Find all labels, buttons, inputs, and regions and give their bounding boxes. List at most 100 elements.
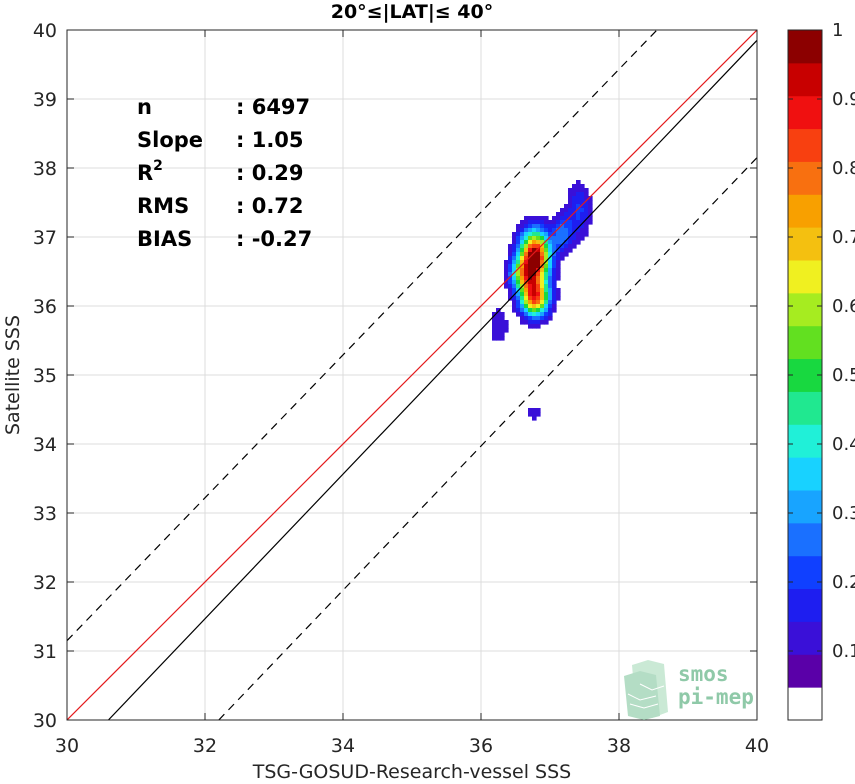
density-cell <box>524 220 529 225</box>
density-cell <box>544 216 549 221</box>
density-cell <box>520 260 525 265</box>
density-cell <box>568 188 573 193</box>
density-cell <box>564 248 569 253</box>
density-cell <box>560 256 565 261</box>
density-cell <box>532 304 537 309</box>
density-cell <box>520 224 525 229</box>
density-cell <box>508 268 513 273</box>
density-cell <box>524 244 529 249</box>
density-cell <box>532 268 537 273</box>
density-cell <box>548 312 553 317</box>
density-cell <box>576 216 581 221</box>
density-cell <box>528 300 533 305</box>
density-cell <box>536 284 541 289</box>
density-cell <box>532 244 537 249</box>
density-cell <box>540 300 545 305</box>
density-cell <box>516 240 521 245</box>
watermark-line-2: pi-mep <box>678 685 754 709</box>
density-cell <box>540 320 545 325</box>
stat-value: : 0.29 <box>236 161 304 185</box>
density-cell <box>524 296 529 301</box>
density-cell <box>540 224 545 229</box>
density-cell <box>564 236 569 241</box>
chart-title: 20°≤|LAT|≤ 40° <box>331 1 494 23</box>
density-cell <box>564 240 569 245</box>
density-cell <box>576 224 581 229</box>
density-cell <box>524 308 529 313</box>
density-cell <box>496 324 501 329</box>
density-cell <box>540 256 545 261</box>
density-cell <box>512 280 517 285</box>
density-cell <box>536 272 541 277</box>
colorbar-segment <box>788 227 822 261</box>
density-cell <box>512 256 517 261</box>
density-cell <box>588 216 593 221</box>
density-cell <box>516 272 521 277</box>
density-cell <box>556 220 561 225</box>
density-cell <box>544 232 549 237</box>
density-cell <box>496 320 501 325</box>
density-cell <box>544 252 549 257</box>
density-cell <box>576 232 581 237</box>
density-cell <box>548 292 553 297</box>
density-cell <box>580 216 585 221</box>
density-cell <box>504 272 509 277</box>
density-cell <box>588 220 593 225</box>
density-cell <box>496 316 501 321</box>
density-cell <box>540 228 545 233</box>
density-cell <box>548 276 553 281</box>
density-cell <box>544 308 549 313</box>
density-cell <box>564 228 569 233</box>
stat-label: n <box>137 95 152 119</box>
density-cell <box>568 208 573 213</box>
density-cell <box>584 208 589 213</box>
density-cell <box>560 224 565 229</box>
density-cell <box>520 228 525 233</box>
density-cell <box>516 284 521 289</box>
colorbar-tick-label: 0.2 <box>832 572 855 593</box>
density-cell <box>556 236 561 241</box>
density-cell <box>532 224 537 229</box>
colorbar-segment <box>788 654 822 688</box>
density-cell <box>536 300 541 305</box>
density-cell <box>492 328 497 333</box>
density-cell <box>548 248 553 253</box>
density-cell <box>516 232 521 237</box>
density-cell <box>504 260 509 265</box>
density-cell <box>584 204 589 209</box>
colorbar-segment <box>788 424 822 458</box>
density-cell <box>552 284 557 289</box>
density-cell <box>516 252 521 257</box>
y-tick-label: 35 <box>33 365 57 387</box>
density-cell <box>532 296 537 301</box>
density-cell <box>580 232 585 237</box>
density-cell <box>540 312 545 317</box>
density-cell <box>508 280 513 285</box>
density-cell <box>544 256 549 261</box>
density-cell <box>552 220 557 225</box>
density-cell <box>556 292 561 297</box>
density-cell <box>524 288 529 293</box>
density-cell <box>516 280 521 285</box>
density-cell <box>580 208 585 213</box>
stat-label: Slope <box>137 128 203 152</box>
density-cell <box>560 208 565 213</box>
density-cell <box>544 316 549 321</box>
density-cell <box>520 292 525 297</box>
colorbar-segment <box>788 325 822 360</box>
colorbar-segment <box>788 128 822 162</box>
density-cell <box>556 296 561 301</box>
density-cell <box>556 228 561 233</box>
density-cell <box>576 236 581 241</box>
density-cell <box>512 276 517 281</box>
density-cell <box>536 292 541 297</box>
density-cell <box>512 288 517 293</box>
density-cell <box>580 188 585 193</box>
density-cell <box>532 252 537 257</box>
density-cell <box>540 232 545 237</box>
density-cell <box>544 296 549 301</box>
density-cell <box>520 280 525 285</box>
density-cell <box>560 248 565 253</box>
density-cell <box>528 304 533 309</box>
density-cell <box>564 232 569 237</box>
